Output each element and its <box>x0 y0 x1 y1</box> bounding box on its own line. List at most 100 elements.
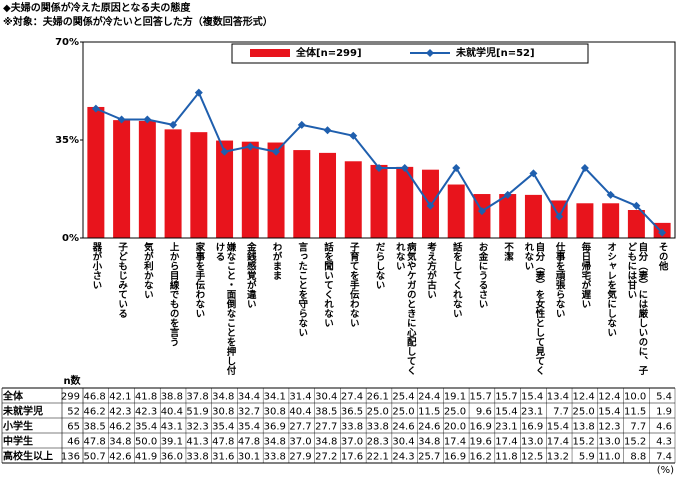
table-cell: 34.4 <box>238 392 260 403</box>
line-marker <box>529 169 538 178</box>
x-tick-label: 考え方が古い <box>424 242 436 299</box>
table-cell: 12.4 <box>573 392 595 403</box>
bar <box>576 203 594 238</box>
table-cell: 16.2 <box>470 452 492 463</box>
table-cell: 34.8 <box>264 437 286 448</box>
bar <box>87 106 105 239</box>
table-cell: 15.2 <box>624 437 646 448</box>
table-cell: 10.0 <box>624 392 646 403</box>
table-cell: 5.4 <box>656 392 672 403</box>
bar <box>113 120 131 238</box>
table-cell: 11.5 <box>624 407 646 418</box>
category-label-box: 嫌なこと・面倒なことを押し付ける <box>212 242 238 384</box>
table-cell: 12.3 <box>598 422 620 433</box>
table-cell: 50.0 <box>135 437 157 448</box>
table-cell: 32.3 <box>186 422 208 433</box>
table-cell: 37.0 <box>289 437 311 448</box>
x-tick-label: オシャレを気にしない <box>605 242 617 337</box>
table-cell: 19.6 <box>470 437 492 448</box>
line-marker <box>117 115 126 124</box>
table-cell: 7.7 <box>553 407 569 418</box>
table-cell: 17.6 <box>341 452 363 463</box>
row-n: 136 <box>61 452 80 463</box>
category-label-box: 仕事を頑張らない <box>546 242 572 384</box>
line-marker <box>220 147 229 156</box>
line-marker <box>297 120 306 129</box>
x-tick-label: 不潔 <box>502 242 514 261</box>
table-cell: 16.9 <box>470 422 492 433</box>
bar <box>164 129 182 238</box>
table-cell: 11.0 <box>598 452 620 463</box>
bar <box>293 150 311 238</box>
row-n: 46 <box>67 437 80 448</box>
unit-note: (%) <box>657 465 674 476</box>
table-cell: 28.3 <box>367 437 389 448</box>
x-tick-label: 子どもじみている <box>116 242 128 318</box>
category-label-box: 子どもじみている <box>109 242 135 384</box>
row-n: 52 <box>67 407 80 418</box>
line-marker <box>503 190 512 199</box>
table-cell: 25.0 <box>367 407 389 418</box>
table-cell: 22.1 <box>367 452 389 463</box>
category-label-box: 自分（妻）を女性として見てくれない <box>521 242 547 384</box>
bar <box>499 194 517 238</box>
x-tick-label: 子育てを手伝わない <box>347 242 359 328</box>
table-cell: 50.7 <box>83 452 105 463</box>
bar <box>447 184 465 238</box>
line-marker <box>555 212 564 221</box>
table-cell: 15.2 <box>573 437 595 448</box>
category-label-box: 毎日帰宅が遅い <box>572 242 598 384</box>
bar <box>241 141 259 238</box>
row-label: 小学生 <box>2 420 33 433</box>
table-cell: 16.9 <box>521 422 543 433</box>
x-tick-label: 器が小さい <box>90 242 102 290</box>
category-label-box: 金銭感覚が違い <box>237 242 263 384</box>
row-label: 高校生以上 <box>3 450 53 463</box>
table-cell: 25.0 <box>444 407 466 418</box>
category-label-box: 不潔 <box>495 242 521 384</box>
line-marker <box>375 164 383 172</box>
table-cell: 42.6 <box>109 452 131 463</box>
table-cell: 37.0 <box>341 437 363 448</box>
line-marker <box>632 201 641 210</box>
table-cell: 25.7 <box>418 452 440 463</box>
x-tick-label: わがまま <box>270 242 282 280</box>
bar <box>267 142 285 238</box>
line-marker <box>323 126 332 135</box>
legend-marker <box>426 49 434 57</box>
category-label-box: 気が利かない <box>134 242 160 384</box>
table-cell: 25.0 <box>392 407 414 418</box>
table-cell: 51.9 <box>186 407 208 418</box>
category-label-box: 話をしてくれない <box>443 242 469 384</box>
bar <box>190 132 208 238</box>
y-tick-label: 70% <box>55 37 79 48</box>
table-cell: 27.7 <box>289 422 311 433</box>
table-cell: 24.3 <box>392 452 414 463</box>
table-cell: 41.8 <box>135 392 157 403</box>
table-cell: 4.3 <box>656 437 672 448</box>
table-cell: 27.9 <box>289 452 311 463</box>
table-cell: 17.4 <box>495 437 517 448</box>
table-cell: 25.0 <box>573 407 595 418</box>
table-cell: 36.0 <box>161 452 183 463</box>
legend-swatch <box>250 49 290 57</box>
table-cell: 13.2 <box>547 452 569 463</box>
table-cell: 11.5 <box>418 407 440 418</box>
table-cell: 40.4 <box>161 407 183 418</box>
bar <box>370 164 388 238</box>
row-label: 中学生 <box>3 435 33 448</box>
x-tick-label: 話を聞いてくれない <box>322 242 333 328</box>
category-label-box: 子育てを手伝わない <box>340 242 366 384</box>
table-cell: 30.8 <box>212 407 234 418</box>
line-marker <box>580 164 589 172</box>
line-marker <box>400 164 409 172</box>
x-tick-label: 話をしてくれない <box>450 242 462 318</box>
x-tick-label: 自分（妻）を女性として見てくれない <box>522 242 545 375</box>
table-cell: 32.7 <box>238 407 260 418</box>
table-cell: 46.2 <box>109 422 131 433</box>
x-tick-label: 自分（妻）には厳しいのに、子どもには甘い <box>625 242 648 375</box>
x-tick-label: 金銭感覚が違い <box>244 242 256 309</box>
category-label-box: 器が小さい <box>83 242 109 384</box>
